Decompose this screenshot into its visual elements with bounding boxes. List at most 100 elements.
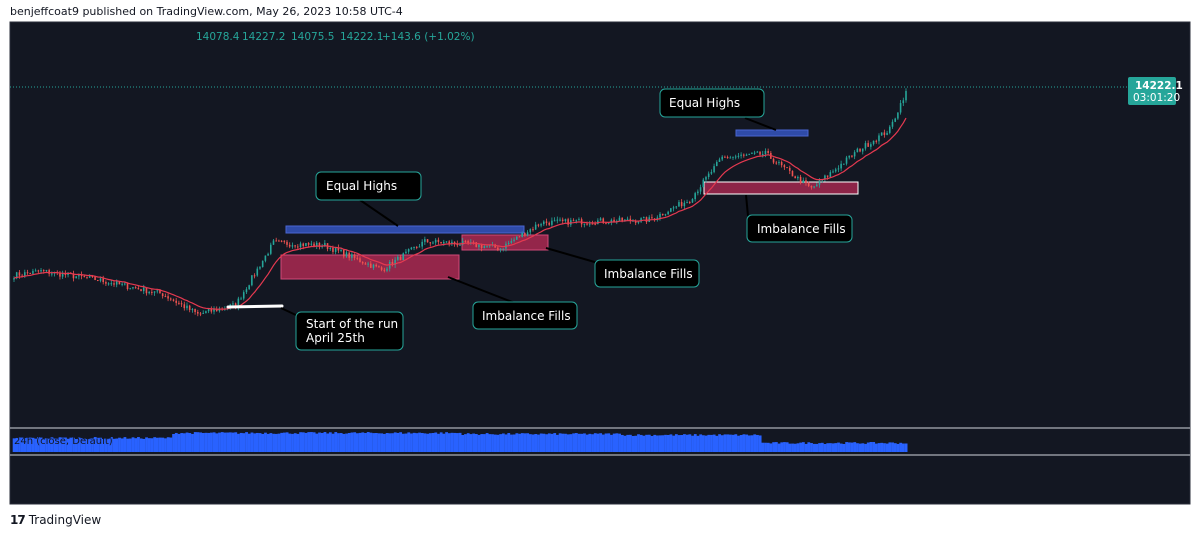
candle-body	[840, 163, 842, 169]
candle-body	[672, 207, 675, 209]
volume-bar	[104, 438, 108, 452]
candle-body	[251, 275, 253, 286]
volume-bar	[212, 432, 216, 452]
candle-body	[86, 276, 88, 278]
candle-body	[843, 163, 845, 165]
volume-bar	[258, 433, 262, 452]
volume-bar	[739, 435, 743, 452]
candle-body	[256, 268, 259, 276]
candle-body	[302, 243, 305, 246]
candle-body	[245, 289, 248, 293]
volume-bar	[653, 434, 657, 452]
candle-body	[307, 243, 310, 245]
candle-body	[513, 239, 515, 241]
candle-body	[167, 296, 169, 299]
volume-bar	[101, 438, 105, 452]
volume-bar	[531, 434, 535, 452]
candle-body	[588, 223, 591, 225]
candle-body	[24, 272, 26, 276]
candle-body	[494, 244, 496, 248]
candle-body	[734, 156, 737, 158]
volume-bar	[296, 433, 300, 452]
volume-bar	[445, 432, 448, 452]
candle-body	[118, 281, 121, 285]
candle-body	[342, 249, 345, 257]
candle-body	[399, 256, 402, 261]
volume-bar	[466, 433, 470, 452]
volume-bar	[131, 437, 135, 452]
volume-bar	[23, 437, 27, 452]
volume-bar	[231, 432, 235, 452]
candle-body	[578, 219, 580, 221]
candle-body	[199, 313, 202, 315]
volume-bar	[785, 442, 789, 452]
volume-bar	[685, 434, 689, 452]
candle-body	[613, 219, 615, 223]
volume-bar	[723, 434, 727, 452]
candle-body	[178, 302, 180, 304]
candle-body	[140, 289, 142, 292]
candle-body	[267, 253, 269, 256]
candle-body	[851, 155, 853, 157]
volume-bar	[715, 435, 719, 452]
candle-body	[848, 155, 851, 158]
volume-bar	[496, 434, 500, 452]
volume-bar	[504, 434, 508, 452]
volume-bar	[399, 432, 403, 452]
volume-bar	[556, 434, 559, 452]
volume-bar	[431, 433, 435, 452]
candle-body	[810, 185, 813, 188]
candle-body	[732, 156, 734, 158]
candle-body	[448, 241, 450, 244]
volume-bar	[150, 438, 154, 452]
volume-bar	[434, 432, 438, 452]
candle-body	[891, 121, 894, 127]
candle-body	[383, 269, 386, 271]
volume-bar	[788, 443, 792, 452]
candle-body	[753, 152, 756, 154]
candle-body	[478, 244, 480, 247]
volume-bar	[74, 438, 78, 452]
volume-bar	[534, 434, 538, 452]
candle-body	[142, 287, 145, 292]
ohlc-close: 14222.1	[340, 31, 383, 43]
candle-body	[280, 240, 283, 242]
candle-body	[434, 239, 437, 243]
volume-bar	[342, 433, 346, 452]
candle-body	[329, 247, 332, 249]
candle-body	[96, 280, 99, 282]
candle-body	[526, 232, 529, 236]
volume-bar	[453, 432, 457, 452]
candle-body	[426, 239, 429, 243]
candle-body	[502, 248, 505, 250]
volume-bar	[261, 433, 265, 452]
volume-bars	[12, 432, 908, 452]
volume-bar	[512, 434, 516, 452]
volume-bar	[420, 432, 424, 452]
candle-body	[483, 246, 486, 249]
volume-bar	[750, 435, 754, 452]
candle-body	[13, 278, 15, 280]
candle-body	[872, 140, 875, 145]
volume-bar	[312, 432, 316, 452]
volume-bar	[234, 432, 238, 452]
candle-body	[215, 309, 218, 312]
volume-bar	[564, 433, 567, 452]
candle-body	[402, 253, 405, 261]
svg-text:Equal Highs: Equal Highs	[669, 96, 740, 110]
volume-bar	[523, 433, 527, 452]
volume-bar	[291, 433, 294, 452]
volume-bar	[842, 443, 846, 452]
volume-bar	[364, 433, 367, 452]
volume-bar	[856, 443, 859, 452]
candle-body	[61, 273, 64, 277]
candle-body	[518, 236, 521, 238]
tradingview-footer[interactable]: 17 TradingView	[10, 513, 101, 527]
candle-body	[378, 266, 380, 268]
pointer-equal-highs-2	[744, 117, 777, 131]
volume-bar	[888, 442, 892, 452]
volume-bar	[110, 437, 113, 452]
candle-body	[334, 247, 337, 252]
volume-bar	[193, 432, 197, 452]
